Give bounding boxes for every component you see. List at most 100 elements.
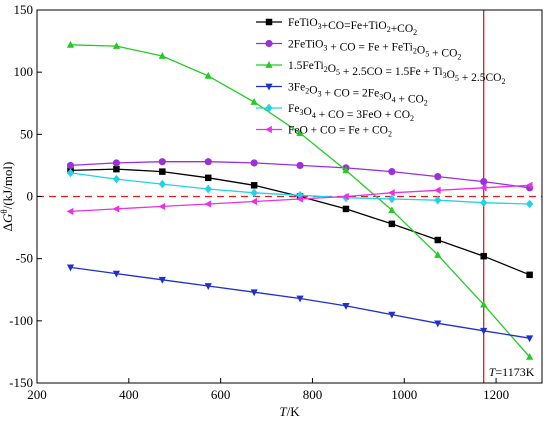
data-point xyxy=(434,250,442,258)
data-point xyxy=(433,186,441,194)
data-point xyxy=(204,184,212,194)
legend-label: 2FeTiO3 + CO = Fe + FeTi2O5 + CO2 xyxy=(288,39,461,62)
data-point xyxy=(480,327,488,335)
data-point xyxy=(265,61,273,68)
data-point xyxy=(158,158,166,166)
data-point xyxy=(342,205,350,213)
data-point xyxy=(434,173,442,181)
legend-label: Fe3O4 + CO = 3FeO + CO2 xyxy=(288,103,414,123)
y-tick-label: -150 xyxy=(9,375,33,390)
data-point xyxy=(66,40,75,48)
data-point xyxy=(296,195,303,203)
data-point xyxy=(158,52,166,59)
legend-entry-4: 3Fe2O3 + CO = 2Fe3O4 + CO2 xyxy=(256,82,428,108)
x-tick-label: 200 xyxy=(27,387,47,402)
data-point xyxy=(525,181,533,189)
series-3 xyxy=(66,40,534,360)
data-point xyxy=(159,168,166,175)
data-point xyxy=(479,184,487,192)
series-layer xyxy=(66,40,534,360)
data-point xyxy=(250,188,258,198)
annotations: T=1173K xyxy=(489,365,535,379)
data-point xyxy=(205,174,212,182)
series-1 xyxy=(67,165,533,279)
data-point xyxy=(480,177,488,186)
data-point xyxy=(388,194,396,204)
data-point xyxy=(66,161,75,170)
data-point xyxy=(296,161,304,170)
data-point xyxy=(388,206,396,214)
y-tick-label: 100 xyxy=(14,64,34,79)
x-axis-title: T/K xyxy=(279,404,300,419)
data-point xyxy=(434,320,442,328)
data-point xyxy=(526,271,533,279)
x-tick-label: 1000 xyxy=(391,387,417,402)
data-point xyxy=(480,198,488,208)
legend-entry-5: Fe3O4 + CO = 3FeO + CO2 xyxy=(256,103,414,123)
data-point xyxy=(66,207,74,216)
data-point xyxy=(113,165,120,173)
reference-lines xyxy=(37,10,542,383)
legend-entry-2: 2FeTiO3 + CO = Fe + FeTi2O5 + CO2 xyxy=(256,39,461,62)
data-point xyxy=(434,195,442,205)
data-point xyxy=(250,197,258,206)
data-point xyxy=(296,129,304,136)
data-point xyxy=(66,264,75,272)
data-point xyxy=(388,168,396,176)
data-point xyxy=(388,220,396,228)
legend-label: 3Fe2O3 + CO = 2Fe3O4 + CO2 xyxy=(288,82,428,108)
data-point xyxy=(265,125,272,134)
series-4 xyxy=(66,264,534,343)
data-point xyxy=(250,98,258,105)
data-point xyxy=(204,200,212,208)
data-point xyxy=(250,289,258,297)
data-point xyxy=(265,83,273,91)
series-line xyxy=(70,168,530,276)
data-point xyxy=(112,270,121,278)
data-point xyxy=(526,335,534,343)
y-tick-label: 150 xyxy=(14,2,34,17)
data-point xyxy=(388,311,396,319)
data-point xyxy=(265,103,273,113)
data-point xyxy=(296,295,304,303)
data-point xyxy=(265,39,273,48)
x-tick-label: 800 xyxy=(303,387,323,402)
y-tick-label: -50 xyxy=(16,251,33,266)
legend-entry-3: 1.5FeTi2O5 + 2.5CO = 1.5Fe + Ti3O5 + 2.5… xyxy=(256,60,505,86)
legend-entry-6: FeO + CO = Fe + CO2 xyxy=(256,125,392,139)
data-point xyxy=(204,71,212,79)
data-point xyxy=(480,300,488,308)
data-point xyxy=(158,202,166,211)
legend-label: FeO + CO = Fe + CO2 xyxy=(288,125,392,139)
y-tick-label: -100 xyxy=(9,313,33,328)
data-point xyxy=(158,276,166,284)
series-6 xyxy=(66,181,533,216)
legend-label: FeTiO3+CO=Fe+TiO2+CO2 xyxy=(288,17,417,37)
data-point xyxy=(342,166,350,174)
legend-entry-1: FeTiO3+CO=Fe+TiO2+CO2 xyxy=(256,17,417,37)
data-point xyxy=(112,159,121,167)
x-tick-label: 400 xyxy=(119,387,139,402)
data-point xyxy=(526,199,534,209)
data-point xyxy=(526,352,534,360)
series-2 xyxy=(66,158,534,192)
data-point xyxy=(265,18,273,26)
y-axis-title: ΔGθ/(kJ/mol) xyxy=(0,162,15,232)
data-point xyxy=(387,189,395,197)
axes: 200 400 600 800 1000 1200 -150 -100 -50 0 50 100 150… xyxy=(0,2,509,419)
data-point xyxy=(112,174,121,184)
data-point xyxy=(112,205,120,213)
legend-label: 1.5FeTi2O5 + 2.5CO = 1.5Fe + Ti3O5 + 2.5… xyxy=(288,60,505,86)
series-line xyxy=(70,266,530,339)
temperature-annotation: T=1173K xyxy=(489,365,535,379)
data-point xyxy=(342,303,350,310)
data-point xyxy=(342,192,349,201)
data-point xyxy=(434,236,442,244)
data-point xyxy=(250,182,258,189)
x-tick-label: 1200 xyxy=(483,387,509,402)
data-point xyxy=(204,158,212,166)
y-tick-label: 50 xyxy=(20,126,33,141)
x-tick-label: 600 xyxy=(211,387,231,402)
